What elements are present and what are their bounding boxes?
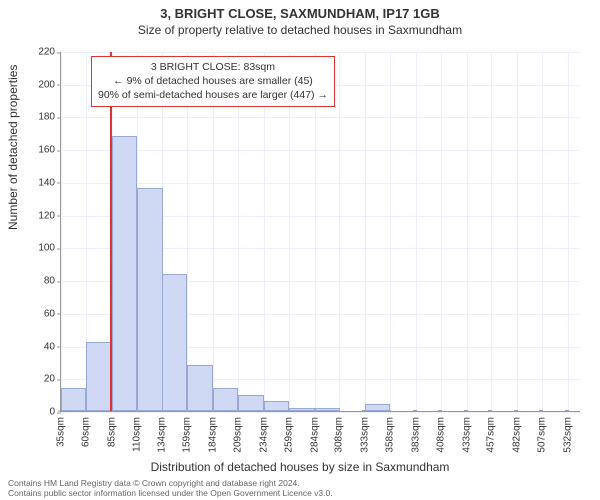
x-tick-label: 358sqm [385,411,396,453]
y-tick-label: 140 [38,177,61,188]
x-tick-label: 209sqm [233,411,244,453]
gridline-v [339,52,340,411]
x-tick-label: 507sqm [537,411,548,453]
x-tick-label: 433sqm [461,411,472,453]
x-tick-label: 333sqm [359,411,370,453]
gridline-h [61,117,580,118]
chart-title-line2: Size of property relative to detached ho… [0,23,600,37]
gridline-v [542,52,543,411]
x-axis-label: Distribution of detached houses by size … [0,460,600,474]
histogram-bar [365,404,390,411]
x-tick-label: 134sqm [156,411,167,453]
histogram-bar [187,365,212,411]
gridline-h [61,52,580,53]
histogram-bar [86,342,111,411]
histogram-bar [213,388,238,411]
gridline-v [568,52,569,411]
y-tick-label: 60 [44,308,61,319]
x-tick-label: 259sqm [284,411,295,453]
x-tick-label: 532sqm [562,411,573,453]
annotation-line1: 3 BRIGHT CLOSE: 83sqm [98,60,328,74]
histogram-bar [61,388,86,411]
footer-line1: Contains HM Land Registry data © Crown c… [8,478,333,488]
y-tick-label: 100 [38,243,61,254]
y-axis-label: Number of detached properties [6,65,20,230]
x-tick-label: 85sqm [106,411,117,447]
x-tick-label: 159sqm [182,411,193,453]
y-tick-label: 180 [38,112,61,123]
y-tick-label: 200 [38,79,61,90]
x-tick-label: 408sqm [436,411,447,453]
chart-title-line1: 3, BRIGHT CLOSE, SAXMUNDHAM, IP17 1GB [0,6,600,21]
x-tick-label: 60sqm [81,411,92,447]
gridline-v [441,52,442,411]
gridline-v [491,52,492,411]
y-tick-label: 0 [49,407,61,418]
chart-footer: Contains HM Land Registry data © Crown c… [8,478,333,498]
gridline-v [390,52,391,411]
y-tick-label: 120 [38,210,61,221]
histogram-bar [162,274,187,411]
y-tick-label: 160 [38,145,61,156]
histogram-bar [238,395,263,411]
x-tick-label: 234sqm [258,411,269,453]
x-tick-label: 184sqm [207,411,218,453]
gridline-h [61,412,580,413]
annotation-box: 3 BRIGHT CLOSE: 83sqm← 9% of detached ho… [91,56,335,107]
x-tick-label: 383sqm [410,411,421,453]
annotation-line2: ← 9% of detached houses are smaller (45) [98,74,328,88]
plot-box: 35sqm60sqm85sqm110sqm134sqm159sqm184sqm2… [60,52,580,412]
gridline-h [61,150,580,151]
gridline-v [416,52,417,411]
gridline-v [467,52,468,411]
x-tick-label: 110sqm [132,411,143,452]
gridline-v [61,52,62,411]
x-tick-label: 308sqm [334,411,345,453]
histogram-bar [315,408,340,411]
x-tick-label: 457sqm [486,411,497,453]
y-tick-label: 80 [44,276,61,287]
y-tick-label: 20 [44,374,61,385]
annotation-line3: 90% of semi-detached houses are larger (… [98,88,328,102]
y-tick-label: 40 [44,341,61,352]
histogram-bar [289,408,314,411]
footer-line2: Contains public sector information licen… [8,488,333,498]
gridline-h [61,183,580,184]
histogram-bar [112,136,137,411]
x-tick-label: 482sqm [511,411,522,453]
y-tick-label: 220 [38,47,61,58]
gridline-v [517,52,518,411]
histogram-bar [137,188,162,411]
gridline-v [365,52,366,411]
x-tick-label: 284sqm [309,411,320,453]
histogram-bar [264,401,289,411]
chart-plot-area: 35sqm60sqm85sqm110sqm134sqm159sqm184sqm2… [60,52,580,412]
